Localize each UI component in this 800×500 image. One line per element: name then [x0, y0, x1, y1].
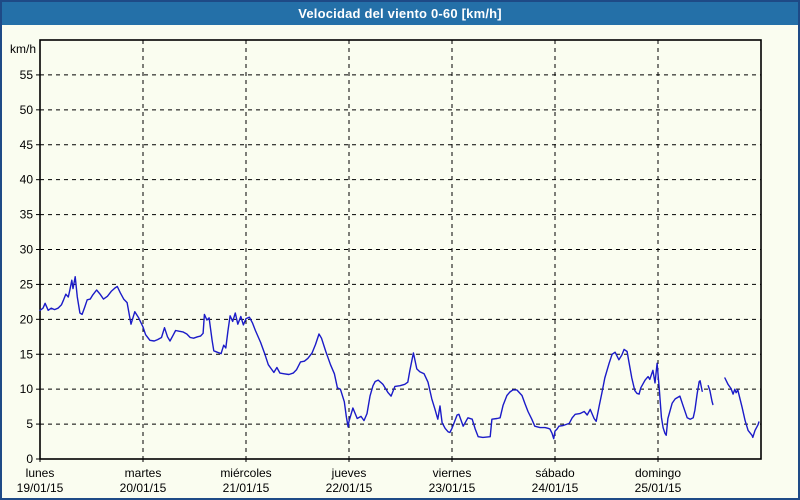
y-tick-label: 0	[26, 452, 33, 466]
title-bar: Velocidad del viento 0-60 [km/h]	[2, 2, 798, 25]
y-tick-label: 20	[20, 312, 34, 326]
y-tick-label: 10	[20, 382, 34, 396]
x-day-label: viernes	[433, 466, 472, 480]
y-tick-label: 15	[20, 347, 34, 361]
y-tick-label: 5	[26, 417, 33, 431]
x-date-label: 19/01/15	[17, 481, 64, 495]
x-day-label: martes	[125, 466, 162, 480]
y-tick-label: 25	[20, 277, 34, 291]
chart-title: Velocidad del viento 0-60 [km/h]	[298, 6, 502, 21]
x-day-label: miércoles	[220, 466, 271, 480]
wind-speed-line	[707, 385, 714, 406]
y-tick-label: 30	[20, 243, 34, 257]
y-tick-label: 35	[20, 208, 34, 222]
x-date-label: 22/01/15	[326, 481, 373, 495]
x-day-label: jueves	[331, 466, 367, 480]
x-day-label: lunes	[26, 466, 55, 480]
y-tick-label: 40	[20, 173, 34, 187]
x-date-label: 20/01/15	[120, 481, 167, 495]
x-date-label: 21/01/15	[223, 481, 270, 495]
plot-frame	[39, 39, 762, 460]
y-tick-label: 45	[20, 138, 34, 152]
x-day-label: domingo	[635, 466, 681, 480]
y-axis-unit-label: km/h	[10, 42, 36, 56]
x-date-label: 25/01/15	[635, 481, 682, 495]
wind-speed-line	[39, 276, 703, 440]
x-date-label: 23/01/15	[429, 481, 476, 495]
y-tick-label: 55	[20, 68, 34, 82]
x-day-label: sábado	[535, 466, 575, 480]
wind-speed-line	[724, 377, 760, 439]
y-tick-label: 50	[20, 103, 34, 117]
x-date-label: 24/01/15	[532, 481, 579, 495]
